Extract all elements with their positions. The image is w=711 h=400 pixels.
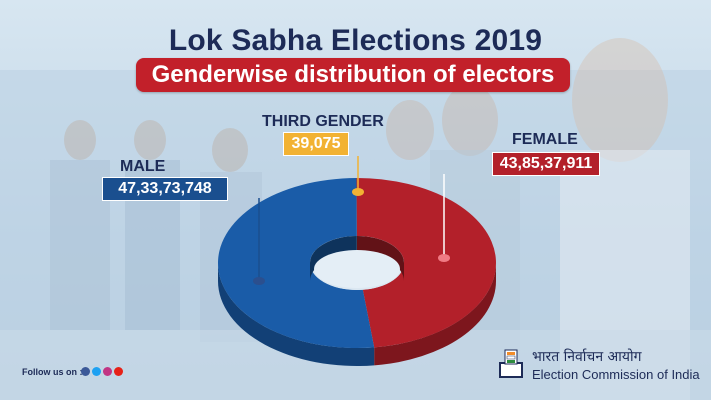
slice-male — [218, 178, 375, 348]
slice-female — [356, 178, 496, 348]
male-value: 47,33,73,748 — [102, 177, 228, 201]
female-value: 43,85,37,911 — [492, 152, 600, 176]
eci-name-hindi: भारत निर्वाचन आयोग — [532, 349, 642, 365]
female-label: FEMALE — [512, 131, 578, 148]
third-gender-label: THIRD GENDER — [262, 113, 384, 130]
twitter-icon[interactable] — [92, 367, 101, 376]
instagram-icon[interactable] — [103, 367, 112, 376]
facebook-icon[interactable] — [81, 367, 90, 376]
third-gender-value: 39,075 — [283, 132, 349, 156]
slice-inner-wall-male — [310, 236, 357, 281]
eci-name-english: Election Commission of India — [532, 367, 700, 382]
donut-hole-floor — [314, 250, 400, 288]
male-leader-dot — [253, 277, 265, 285]
third-gender-leader-dot — [352, 188, 364, 196]
follow-us-text: Follow us on : — [22, 367, 83, 377]
female-leader-dot — [438, 254, 450, 262]
male-label: MALE — [120, 158, 166, 175]
eci-logo-icon — [499, 349, 523, 378]
youtube-icon[interactable] — [114, 367, 123, 376]
slice-side-male — [218, 263, 375, 366]
page-subtitle: Genderwise distribution of electors — [151, 61, 555, 88]
subtitle-banner — [136, 58, 570, 92]
slice-side-female — [374, 263, 496, 366]
page-title: Lok Sabha Elections 2019 — [168, 24, 543, 57]
slice-inner-wall-female — [356, 235, 404, 281]
